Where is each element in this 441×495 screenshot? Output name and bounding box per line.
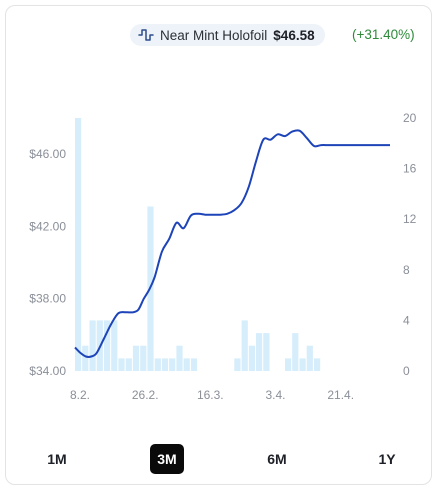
range-1m[interactable]: 1M xyxy=(47,451,67,467)
x-axis: 8.2. 26.2. 16.3. 3.4. 21.4. xyxy=(70,388,354,402)
volume-bar xyxy=(241,320,248,371)
volume-bar xyxy=(140,345,147,371)
volume-bar xyxy=(75,118,82,371)
x-tick-label: 21.4. xyxy=(327,388,354,402)
y-right-tick-label: 12 xyxy=(403,212,417,226)
volume-bar xyxy=(125,358,132,371)
y-right-tick-label: 20 xyxy=(403,111,417,125)
current-price: $46.58 xyxy=(273,27,315,43)
line-chart-icon xyxy=(138,29,154,41)
range-6m[interactable]: 6M xyxy=(267,451,287,467)
volume-bar xyxy=(190,358,198,371)
x-tick-label: 16.3. xyxy=(197,388,224,402)
volume-bar xyxy=(299,358,306,371)
y-axis-right: 20 16 12 8 4 0 xyxy=(403,111,417,378)
variant-price-pill: Near Mint Holofoil $46.58 xyxy=(130,24,325,46)
y-right-tick-label: 0 xyxy=(403,364,410,378)
volume-bar xyxy=(263,333,270,371)
volume-bar xyxy=(169,358,176,371)
volume-bar xyxy=(82,345,89,371)
volume-bar xyxy=(132,345,140,371)
price-line xyxy=(74,129,390,358)
price-chart: $46.00 $42.00 $38.00 $34.00 20 16 12 8 4 0 8.2. 2… xyxy=(29,111,417,402)
volume-bar xyxy=(248,345,255,371)
y-axis-left: $46.00 $42.00 $38.00 $34.00 xyxy=(29,147,66,378)
volume-bar xyxy=(154,358,161,371)
y-left-tick-label: $38.00 xyxy=(29,292,66,306)
y-left-tick-label: $42.00 xyxy=(29,219,66,233)
x-tick-label: 8.2. xyxy=(70,388,90,402)
range-3m[interactable]: 3M xyxy=(150,444,184,474)
volume-bar xyxy=(285,358,292,371)
y-right-tick-label: 4 xyxy=(403,313,410,327)
volume-bar xyxy=(176,345,183,371)
volume-bar xyxy=(256,333,263,371)
volume-bar xyxy=(306,345,313,371)
range-1y[interactable]: 1Y xyxy=(378,451,396,467)
volume-bars xyxy=(75,118,321,371)
variant-label: Near Mint Holofoil xyxy=(160,27,268,43)
volume-bar xyxy=(111,320,118,371)
y-right-tick-label: 8 xyxy=(403,263,410,277)
y-right-tick-label: 16 xyxy=(403,162,417,176)
price-change: (+31.40%) xyxy=(352,27,415,42)
volume-bar xyxy=(234,358,241,371)
volume-bar xyxy=(314,358,321,371)
x-tick-label: 3.4. xyxy=(265,388,285,402)
volume-bar xyxy=(183,358,190,371)
time-range-selector: 1M 3M 6M 1Y xyxy=(0,444,441,474)
x-tick-label: 26.2. xyxy=(132,388,159,402)
volume-bar xyxy=(118,358,125,371)
volume-bar xyxy=(89,320,96,371)
y-left-tick-label: $34.00 xyxy=(29,364,66,378)
y-left-tick-label: $46.00 xyxy=(29,147,66,161)
volume-bar xyxy=(161,358,169,371)
volume-bar xyxy=(292,333,299,371)
volume-bar xyxy=(104,320,111,371)
